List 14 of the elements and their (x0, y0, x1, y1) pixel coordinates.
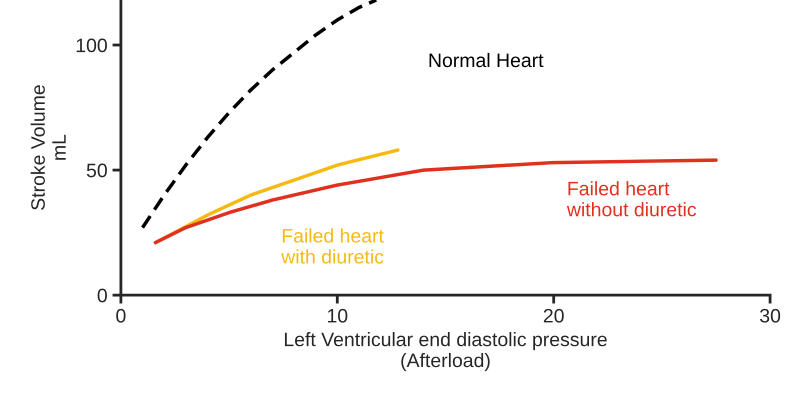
y-tick-label: 50 (86, 164, 107, 178)
x-axis-title: Left Ventricular end diastolic pressure (Afterload) (284, 332, 607, 372)
text: Normal Heart (430, 52, 544, 68)
series-label: Failed heart without diuretic (566, 181, 696, 216)
y-tick-label: 100 (76, 38, 107, 52)
x-tick-label: 20 (544, 308, 564, 323)
y-axis-title: Stroke Volume mL (30, 85, 66, 210)
line-series (140, 0, 378, 230)
y-tick-label: 0 (98, 288, 107, 302)
x-tick-label: 30 (760, 308, 780, 323)
line-series (154, 158, 718, 244)
text: Failed heart with diuretic (281, 228, 384, 264)
x-tick-label: 10 (328, 308, 348, 323)
x-tick-label: 0 (116, 308, 126, 323)
